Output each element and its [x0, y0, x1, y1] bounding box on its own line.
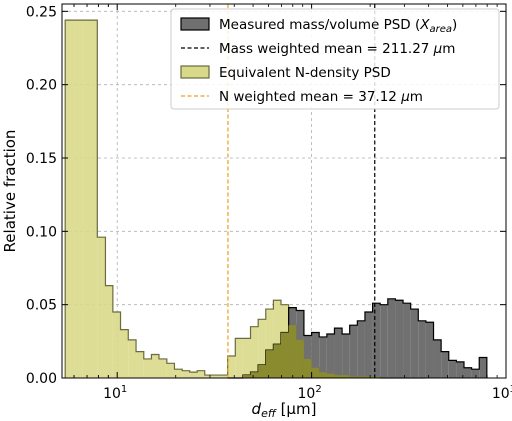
- legend-swatch: [180, 65, 210, 79]
- overlap-bar: [319, 372, 327, 378]
- histogram-bar: [82, 20, 90, 379]
- plot-frame: [61, 3, 507, 379]
- histogram-bar: [97, 237, 106, 378]
- histogram-bar: [479, 357, 487, 378]
- histogram-bar: [158, 358, 167, 378]
- overlap-bar: [265, 350, 274, 378]
- overlap-bar: [250, 372, 259, 378]
- histogram-bar: [463, 367, 472, 378]
- histogram-bar: [311, 332, 320, 378]
- histogram-bar: [456, 361, 464, 378]
- histogram-bar: [197, 370, 205, 378]
- y-tick-label: 0.00: [26, 371, 57, 387]
- histogram-bar: [433, 339, 442, 378]
- histogram-bar: [143, 358, 152, 378]
- histogram-bar: [120, 329, 129, 378]
- overlap-bar: [334, 375, 343, 378]
- histogram-bar: [418, 320, 426, 378]
- histogram-bar: [410, 309, 419, 378]
- histogram-bar: [74, 20, 83, 379]
- histogram-bar: [303, 335, 312, 378]
- legend-entry-number_mean: N weighted mean = 37.12 μm: [181, 89, 423, 105]
- legend-entry-number: Equivalent N-density PSD: [180, 65, 391, 81]
- legend-label: Mass weighted mean = 211.27 μm: [219, 41, 455, 57]
- histogram-bar: [227, 356, 236, 378]
- overlap-bar: [303, 358, 312, 378]
- legend-label: N weighted mean = 37.12 μm: [219, 89, 423, 105]
- overlap-bar: [296, 339, 304, 378]
- histogram-bar: [105, 285, 113, 378]
- histogram-bar: [151, 354, 159, 378]
- overlap-bar: [364, 376, 373, 378]
- overlap-bar: [342, 375, 350, 378]
- y-tick-label: 0.20: [26, 78, 57, 94]
- overlap-bar: [357, 376, 365, 378]
- histogram-bar: [174, 369, 183, 378]
- histogram-bar: [387, 298, 396, 378]
- histogram-bar: [349, 325, 358, 378]
- series-number: [64, 19, 426, 379]
- y-tick-label: 0.10: [26, 224, 57, 240]
- legend-label: Measured mass/volume PSD (Xarea): [219, 17, 457, 35]
- x-axis-label: deff [μm]: [252, 400, 317, 420]
- histogram-bar: [364, 312, 373, 378]
- histogram-bar: [220, 375, 228, 378]
- histogram-bar: [136, 351, 144, 378]
- histogram-bar: [380, 304, 388, 378]
- histogram-bar: [242, 338, 251, 378]
- overlap-region: [242, 325, 381, 378]
- histogram-bar: [334, 328, 343, 378]
- histogram-bar: [403, 303, 411, 378]
- histogram-bar: [372, 303, 381, 378]
- histogram-bar: [265, 309, 274, 378]
- overlap-bar: [326, 373, 335, 378]
- histogram-bar: [250, 326, 259, 378]
- overlap-bar: [311, 367, 320, 378]
- legend-entry-mass_mean: Mass weighted mean = 211.27 μm: [181, 41, 455, 57]
- histogram-bar: [65, 20, 75, 379]
- histogram-bar: [258, 319, 266, 378]
- x-tick-label: 101: [103, 384, 127, 402]
- histogram-bar: [357, 320, 365, 378]
- histogram-bar: [319, 336, 327, 378]
- histogram-bar: [448, 360, 457, 378]
- legend-swatch: [180, 17, 210, 31]
- overlap-bar: [288, 325, 297, 378]
- legend: Measured mass/volume PSD (Xarea) Mass wei…: [170, 8, 500, 110]
- x-tick-label: 103: [492, 384, 512, 402]
- legend-label: Equivalent N-density PSD: [219, 65, 391, 81]
- y-tick-label: 0.15: [26, 151, 57, 167]
- overlap-bar: [281, 332, 289, 378]
- histogram-bar: [204, 375, 213, 378]
- overlap-bar: [258, 364, 266, 378]
- histogram-bar: [425, 322, 434, 378]
- histogram-bar: [342, 334, 350, 378]
- histogram-bar: [89, 20, 98, 379]
- histogram-bar: [112, 312, 121, 378]
- legend-box: [170, 8, 500, 110]
- legend-entry-mass: Measured mass/volume PSD (Xarea): [180, 17, 457, 35]
- y-tick-label: 0.25: [26, 4, 57, 20]
- histogram-bar: [128, 339, 137, 378]
- y-axis-label: Relative fraction: [1, 130, 19, 253]
- histogram-bar: [395, 300, 404, 378]
- histogram-bar: [326, 334, 335, 378]
- histogram-bar: [166, 363, 175, 378]
- overlap-bar: [273, 344, 282, 378]
- histogram-bar: [189, 372, 198, 378]
- histogram-bar: [471, 369, 480, 378]
- histogram-bar: [212, 375, 221, 378]
- overlap-bar: [242, 375, 251, 378]
- histogram-bar: [273, 300, 282, 378]
- histogram-bar: [182, 370, 190, 378]
- histogram-bar: [441, 351, 449, 378]
- overlap-bar: [349, 376, 358, 378]
- y-tick-label: 0.05: [26, 298, 57, 314]
- x-tick-label: 102: [298, 384, 322, 402]
- ticks: [62, 4, 507, 379]
- histogram-bar: [235, 338, 243, 378]
- overlap-bar: [372, 376, 381, 378]
